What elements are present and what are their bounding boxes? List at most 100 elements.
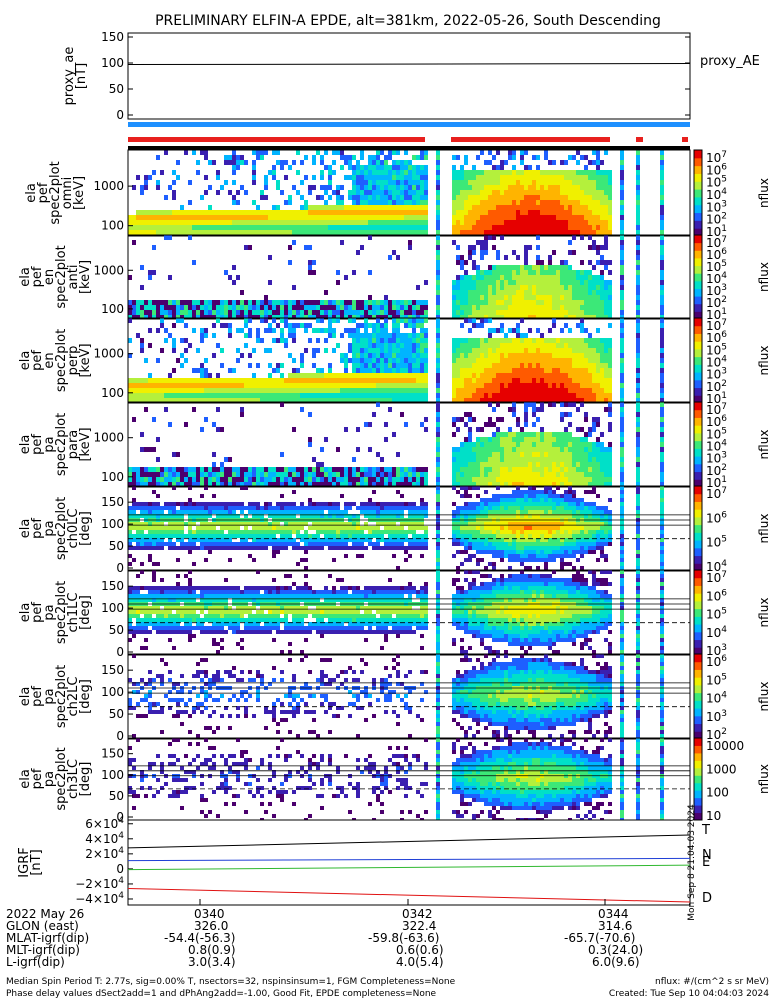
spectrogram-cell — [660, 348, 664, 353]
spectrogram-cell — [592, 195, 596, 200]
spectrogram-cell — [556, 285, 560, 290]
spectrogram-cell — [500, 200, 504, 205]
spectrogram-cell — [468, 328, 472, 333]
spectrogram-cell — [480, 290, 484, 295]
spectrogram-cell — [324, 225, 328, 230]
spectrogram-cell — [312, 160, 316, 165]
spectrogram-cell — [360, 155, 364, 160]
spectrogram-cell — [288, 383, 292, 388]
spectrogram-cell — [272, 472, 276, 477]
spectrogram-cell — [660, 432, 664, 437]
spectrogram-cell — [512, 310, 516, 315]
spectrogram-cell — [596, 175, 600, 180]
spectrogram-cell — [508, 378, 512, 383]
spectrogram-cell — [436, 290, 440, 295]
spectrogram-cell — [500, 310, 504, 315]
spectrogram-cell — [452, 310, 456, 315]
spectrogram-cell — [192, 220, 196, 225]
spectrogram-cell — [324, 200, 328, 205]
spectrogram-cell — [600, 373, 604, 378]
spectrogram-cell — [456, 388, 460, 393]
spectrogram-cell — [496, 432, 500, 437]
spectrogram-cell — [512, 205, 516, 210]
spectrogram-cell — [160, 318, 164, 323]
spectrogram-cell — [140, 225, 144, 230]
spectrogram-cell — [496, 310, 500, 315]
spectrogram-cell — [204, 368, 208, 373]
spectrogram-cell — [620, 200, 624, 205]
spectrogram-cell — [136, 220, 140, 225]
spectrogram-cell — [224, 393, 228, 398]
spectrogram-cell — [620, 353, 624, 358]
spectrogram-cell — [336, 315, 340, 319]
spectrogram-cell — [516, 388, 520, 393]
spectrogram-cell — [152, 210, 156, 215]
spectrogram-cell — [468, 462, 472, 467]
spectrogram-cell — [484, 175, 488, 180]
spectrogram-cell — [308, 300, 312, 305]
spectrogram-cell — [488, 210, 492, 215]
spectrogram-cell — [388, 363, 392, 368]
spectrogram-cell — [240, 407, 244, 412]
spectrogram-cell — [464, 225, 468, 230]
spectrogram-cell — [376, 195, 380, 200]
spectrogram-cell — [576, 185, 580, 190]
spectrogram-cell — [620, 482, 624, 487]
spectrogram-cell — [252, 300, 256, 305]
spectrogram-cell — [548, 482, 552, 487]
spectrogram-cell — [548, 215, 552, 220]
spectrogram-cell — [500, 215, 504, 220]
spectrogram-cell — [336, 318, 340, 323]
spectrogram-cell — [284, 318, 288, 323]
colorbar-swatch — [694, 395, 702, 404]
spectrogram-cell — [420, 338, 424, 343]
spectrogram-cell — [164, 388, 168, 393]
spectrogram-cell — [244, 190, 248, 195]
spectrogram-cell — [268, 328, 272, 333]
spectrogram-cell — [476, 467, 480, 472]
spectrogram-cell — [508, 190, 512, 195]
spectrogram-cell — [180, 310, 184, 315]
spectrogram-cell — [296, 398, 300, 403]
spectrogram-cell — [416, 310, 420, 315]
spectrogram-cell — [452, 373, 456, 378]
spectrogram-cell — [584, 353, 588, 358]
spectrogram-cell — [508, 205, 512, 210]
spectrogram-cell — [584, 348, 588, 353]
spectrogram-cell — [140, 534, 144, 538]
spectrogram-cell — [476, 190, 480, 195]
spectrogram-cell — [212, 467, 216, 472]
spectrogram-cell — [320, 160, 324, 165]
spectrogram-cell — [316, 482, 320, 487]
spectrogram-cell — [412, 155, 416, 160]
spectrogram-cell — [600, 255, 604, 260]
spectrogram-cell — [608, 373, 612, 378]
spectrogram-cell — [540, 432, 544, 437]
spectrogram-cell — [276, 383, 280, 388]
spectrogram-cell — [180, 338, 184, 343]
spectrogram-cell — [204, 190, 208, 195]
spectrogram-cell — [584, 210, 588, 215]
spectrogram-cell — [140, 315, 144, 319]
spectrogram-cell — [544, 215, 548, 220]
spectrogram-cell — [420, 467, 424, 472]
spectrogram-cell — [516, 328, 520, 333]
spectrogram-cell — [600, 442, 604, 447]
spectrogram-cell — [272, 310, 276, 315]
spectrogram-cell — [364, 358, 368, 363]
spectrogram-cell — [456, 220, 460, 225]
spectrogram-cell — [436, 368, 440, 373]
spectrogram-cell — [356, 338, 360, 343]
spectrogram-cell — [376, 333, 380, 338]
spectrogram-cell — [524, 295, 528, 300]
spectrogram-cell — [388, 255, 392, 260]
spectrogram-cell — [188, 378, 192, 383]
spectrogram-cell — [396, 190, 400, 195]
spectrogram-cell — [460, 348, 464, 353]
spectrogram-cell — [456, 205, 460, 210]
spectrogram-cell — [184, 305, 188, 310]
spectrogram-cell — [620, 230, 624, 235]
spectrogram-cell — [192, 383, 196, 388]
spectrogram-cell — [384, 160, 388, 165]
spectrogram-cell — [464, 467, 468, 472]
